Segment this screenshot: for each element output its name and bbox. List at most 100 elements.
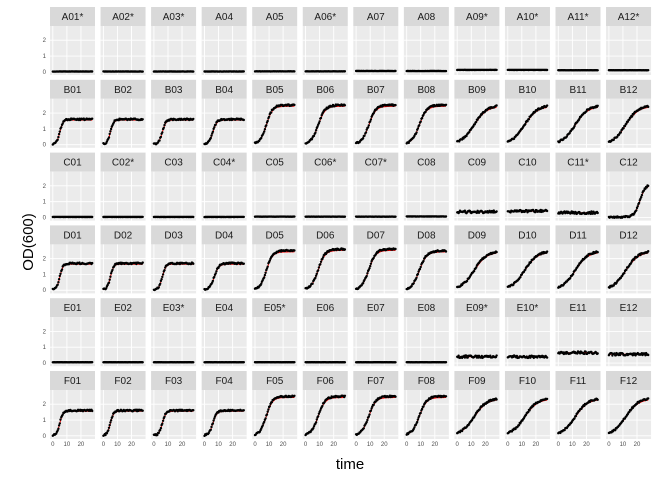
facet-label: A04 <box>215 12 233 23</box>
data-point <box>636 205 639 208</box>
x-tick-label: 20 <box>229 442 236 448</box>
data-point <box>630 115 634 118</box>
data-point <box>312 427 315 430</box>
facet-panel: E06 <box>302 298 348 367</box>
facet-label: E10* <box>517 303 539 314</box>
facet-label: C02* <box>112 158 134 169</box>
facet-label: B09 <box>468 85 486 96</box>
data-point <box>645 186 648 189</box>
data-point <box>314 131 317 134</box>
x-tick-label: 0 <box>607 442 611 448</box>
data-point <box>59 418 62 421</box>
data-point <box>159 428 162 432</box>
y-tick-label: 1 <box>43 418 47 424</box>
data-point <box>585 110 588 113</box>
data-point <box>270 111 273 114</box>
data-point <box>583 404 586 408</box>
data-point <box>215 270 218 273</box>
facet-label: A06* <box>314 12 336 23</box>
data-point <box>163 269 166 272</box>
data-point <box>590 210 593 213</box>
facet-panel: C08 <box>403 152 449 221</box>
data-point <box>161 419 165 422</box>
facet-label: B12 <box>620 85 638 96</box>
data-point <box>362 427 365 430</box>
data-point <box>262 132 265 135</box>
data-points <box>253 70 296 73</box>
data-point <box>343 394 347 397</box>
data-points <box>304 103 347 145</box>
facet-panel: B09 <box>454 79 500 148</box>
facet-strip <box>50 225 95 245</box>
data-point <box>210 134 213 137</box>
y-tick-label: 0 <box>43 70 47 76</box>
data-point <box>161 273 165 276</box>
facet-strip <box>454 225 500 245</box>
data-point <box>109 127 113 131</box>
data-point <box>108 278 111 281</box>
data-point <box>192 70 195 73</box>
facet-panel: E05* <box>252 298 298 367</box>
data-point <box>263 130 266 133</box>
data-point <box>422 113 425 117</box>
data-point <box>157 286 160 289</box>
x-tick-label: 10 <box>266 442 273 448</box>
data-points <box>203 361 245 364</box>
data-point <box>312 425 316 428</box>
facet-strip <box>403 79 449 99</box>
facet-strip <box>353 371 399 390</box>
data-point <box>545 209 549 213</box>
data-point <box>141 361 144 364</box>
facet-panel: C09 <box>454 152 500 221</box>
data-point <box>293 215 296 218</box>
data-point <box>266 265 269 268</box>
facet-panel: E02 <box>100 298 146 367</box>
data-point <box>109 419 113 422</box>
data-point <box>57 132 61 136</box>
data-point <box>531 405 535 408</box>
data-point <box>524 268 527 271</box>
data-points <box>456 104 498 143</box>
data-point <box>463 356 467 359</box>
facet-label: D06 <box>316 230 335 241</box>
data-point <box>619 131 622 134</box>
data-points <box>354 215 397 218</box>
data-point <box>141 261 144 264</box>
facet-strip <box>252 225 298 245</box>
data-point <box>321 256 325 259</box>
data-point <box>545 104 549 107</box>
data-point <box>614 429 617 432</box>
facet-panel: A10* <box>504 7 550 75</box>
facet-strip <box>555 152 601 172</box>
data-point <box>478 408 481 411</box>
facet-label: C01 <box>63 158 82 169</box>
data-point <box>213 126 216 129</box>
data-point <box>489 354 492 357</box>
data-point <box>463 209 467 212</box>
data-point <box>527 263 531 266</box>
facet-strip <box>302 225 348 245</box>
data-point <box>394 103 397 107</box>
data-point <box>260 282 263 285</box>
data-point <box>475 266 478 269</box>
data-point <box>209 428 212 431</box>
facet-panel: E12 <box>606 298 652 367</box>
data-point <box>316 125 319 128</box>
facet-strip <box>555 298 601 318</box>
data-point <box>321 404 324 408</box>
data-point <box>495 398 498 401</box>
data-point <box>517 424 521 427</box>
data-points <box>203 408 245 438</box>
data-point <box>642 189 646 192</box>
facet-label: C12 <box>619 158 638 169</box>
x-tick-label: 10 <box>215 442 222 448</box>
data-point <box>495 354 498 357</box>
x-tick-label: 10 <box>468 442 475 448</box>
data-point <box>267 408 270 411</box>
facet-panel: E11 <box>555 298 601 367</box>
panel-background <box>555 26 601 75</box>
data-points <box>203 117 245 146</box>
facet-label: E12 <box>620 303 638 314</box>
facet-panel: D09 <box>454 225 500 294</box>
